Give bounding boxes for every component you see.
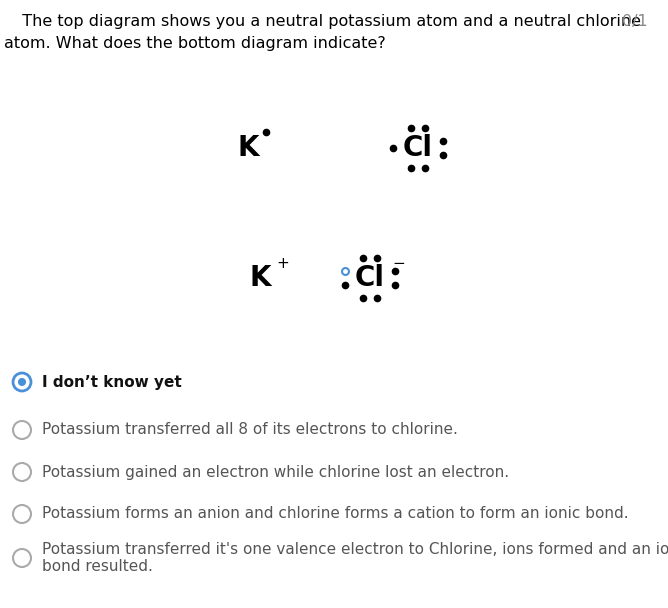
Text: The top diagram shows you a neutral potassium atom and a neutral chlorine: The top diagram shows you a neutral pota…: [12, 14, 641, 29]
Text: Potassium transferred all 8 of its electrons to chlorine.: Potassium transferred all 8 of its elect…: [42, 423, 458, 438]
Text: Cl: Cl: [355, 264, 385, 292]
Text: +: +: [276, 257, 289, 272]
Text: I don’t know yet: I don’t know yet: [42, 375, 182, 390]
Text: −: −: [392, 257, 405, 272]
Text: K: K: [249, 264, 271, 292]
Circle shape: [18, 378, 26, 386]
Text: K: K: [237, 134, 259, 162]
Text: Potassium transferred it's one valence electron to Chlorine, ions formed and an : Potassium transferred it's one valence e…: [42, 542, 668, 574]
Text: 0/1: 0/1: [623, 14, 648, 29]
Text: Potassium forms an anion and chlorine forms a cation to form an ionic bond.: Potassium forms an anion and chlorine fo…: [42, 506, 629, 522]
Text: Potassium gained an electron while chlorine lost an electron.: Potassium gained an electron while chlor…: [42, 465, 509, 480]
Text: atom. What does the bottom diagram indicate?: atom. What does the bottom diagram indic…: [4, 36, 385, 51]
Text: Cl: Cl: [403, 134, 433, 162]
